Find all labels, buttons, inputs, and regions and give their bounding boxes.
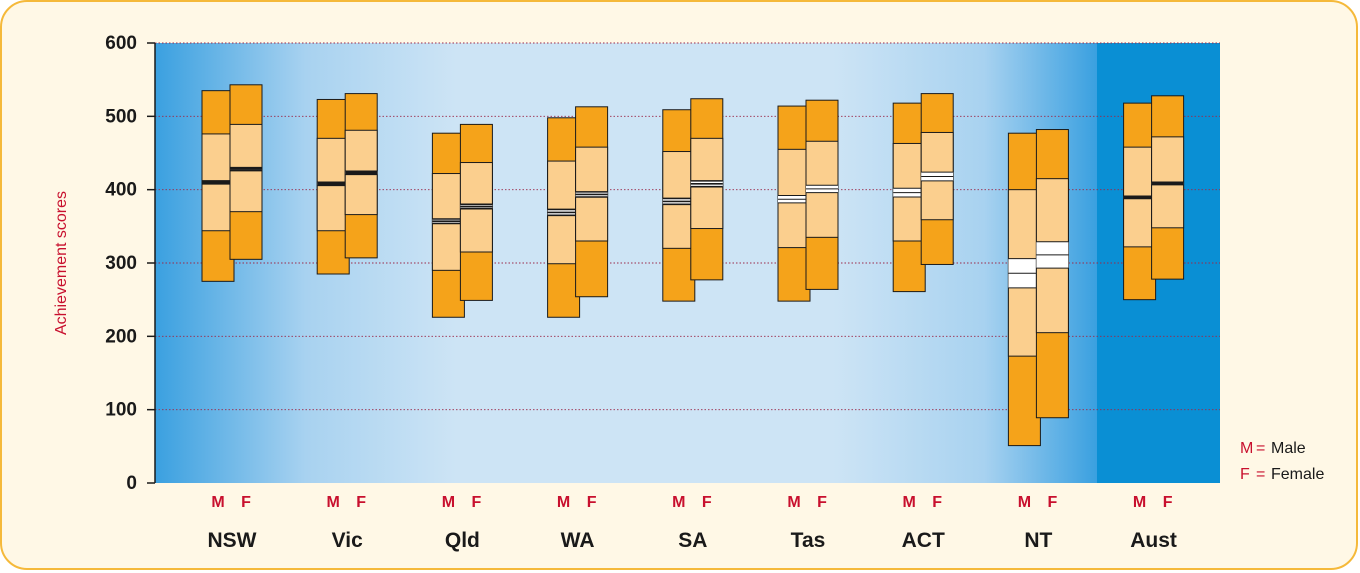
category-group-qld bbox=[431, 123, 493, 318]
sex-label-act-f: F bbox=[932, 494, 942, 511]
category-label-vic: Vic bbox=[332, 529, 363, 552]
legend-item-female: F = Female bbox=[1240, 466, 1324, 483]
legend-label-female: Female bbox=[1271, 466, 1324, 483]
legend-label-male: Male bbox=[1271, 440, 1306, 457]
box-sa-f bbox=[690, 98, 724, 281]
legend-key-female: F bbox=[1240, 466, 1250, 483]
category-group-aust bbox=[1123, 95, 1185, 301]
sex-label-nt-m: M bbox=[1018, 494, 1031, 511]
sex-label-nsw-m: M bbox=[211, 494, 224, 511]
category-group-nsw bbox=[201, 84, 263, 282]
sex-label-act-m: M bbox=[903, 494, 916, 511]
category-group-act bbox=[892, 93, 954, 293]
legend-item-male: M = Male bbox=[1240, 440, 1306, 457]
box-tas-m bbox=[777, 105, 811, 302]
sex-label-tas-f: F bbox=[817, 494, 827, 511]
category-group-nt bbox=[1007, 129, 1069, 447]
sex-label-aust-f: F bbox=[1163, 494, 1173, 511]
box-tas-f bbox=[805, 99, 839, 290]
category-label-act: ACT bbox=[902, 529, 945, 552]
box-qld-f bbox=[459, 123, 493, 301]
box-nsw-m bbox=[201, 90, 235, 282]
category-label-nt: NT bbox=[1024, 529, 1052, 552]
y-axis-ticks: 0 100 200 300 400 500 600 bbox=[105, 33, 155, 494]
sex-label-qld-f: F bbox=[472, 494, 482, 511]
legend: M = Male F = Female bbox=[1240, 440, 1324, 483]
box-nt-f bbox=[1035, 129, 1069, 419]
legend-equals-female: = bbox=[1256, 466, 1265, 483]
sex-label-nsw-f: F bbox=[241, 494, 251, 511]
box-vic-m bbox=[316, 98, 350, 275]
y-tick-label-300: 300 bbox=[105, 253, 137, 274]
y-tick-label-200: 200 bbox=[105, 326, 137, 347]
box-qld-m bbox=[431, 132, 465, 318]
y-axis-label: Achievement scores bbox=[53, 191, 70, 335]
box-act-m bbox=[892, 102, 926, 293]
box-nt-m bbox=[1007, 132, 1041, 447]
legend-equals-male: = bbox=[1256, 440, 1265, 457]
box-wa-f bbox=[575, 106, 609, 298]
box-aust-m bbox=[1123, 102, 1157, 301]
category-group-vic bbox=[316, 93, 378, 275]
box-act-f bbox=[920, 93, 954, 265]
category-label-qld: Qld bbox=[445, 529, 480, 552]
category-group-sa bbox=[662, 98, 724, 302]
legend-key-male: M bbox=[1240, 440, 1253, 457]
category-label-nsw: NSW bbox=[208, 529, 257, 552]
sex-label-aust-m: M bbox=[1133, 494, 1146, 511]
box-vic-f bbox=[344, 93, 378, 259]
box-series bbox=[201, 84, 1185, 447]
y-tick-label-500: 500 bbox=[105, 106, 137, 127]
y-tick-label-600: 600 bbox=[105, 33, 137, 54]
sex-label-qld-m: M bbox=[442, 494, 455, 511]
box-nsw-f bbox=[229, 84, 263, 260]
category-label-sa: SA bbox=[678, 529, 707, 552]
category-label-wa: WA bbox=[561, 529, 595, 552]
sex-label-vic-f: F bbox=[356, 494, 366, 511]
category-group-tas bbox=[777, 99, 839, 302]
box-aust-f bbox=[1151, 95, 1185, 280]
category-group-wa bbox=[547, 106, 609, 318]
sex-label-vic-m: M bbox=[327, 494, 340, 511]
y-tick-label-0: 0 bbox=[126, 473, 137, 494]
y-tick-label-100: 100 bbox=[105, 400, 137, 421]
sex-label-wa-m: M bbox=[557, 494, 570, 511]
sex-label-sa-m: M bbox=[672, 494, 685, 511]
category-label-aust: Aust bbox=[1130, 529, 1177, 552]
y-tick-label-400: 400 bbox=[105, 180, 137, 201]
sex-label-tas-m: M bbox=[787, 494, 800, 511]
sex-label-wa-f: F bbox=[587, 494, 597, 511]
sex-label-sa-f: F bbox=[702, 494, 712, 511]
sex-label-nt-f: F bbox=[1048, 494, 1058, 511]
box-sa-m bbox=[662, 109, 696, 302]
category-label-tas: Tas bbox=[791, 529, 826, 552]
box-wa-m bbox=[547, 117, 581, 318]
